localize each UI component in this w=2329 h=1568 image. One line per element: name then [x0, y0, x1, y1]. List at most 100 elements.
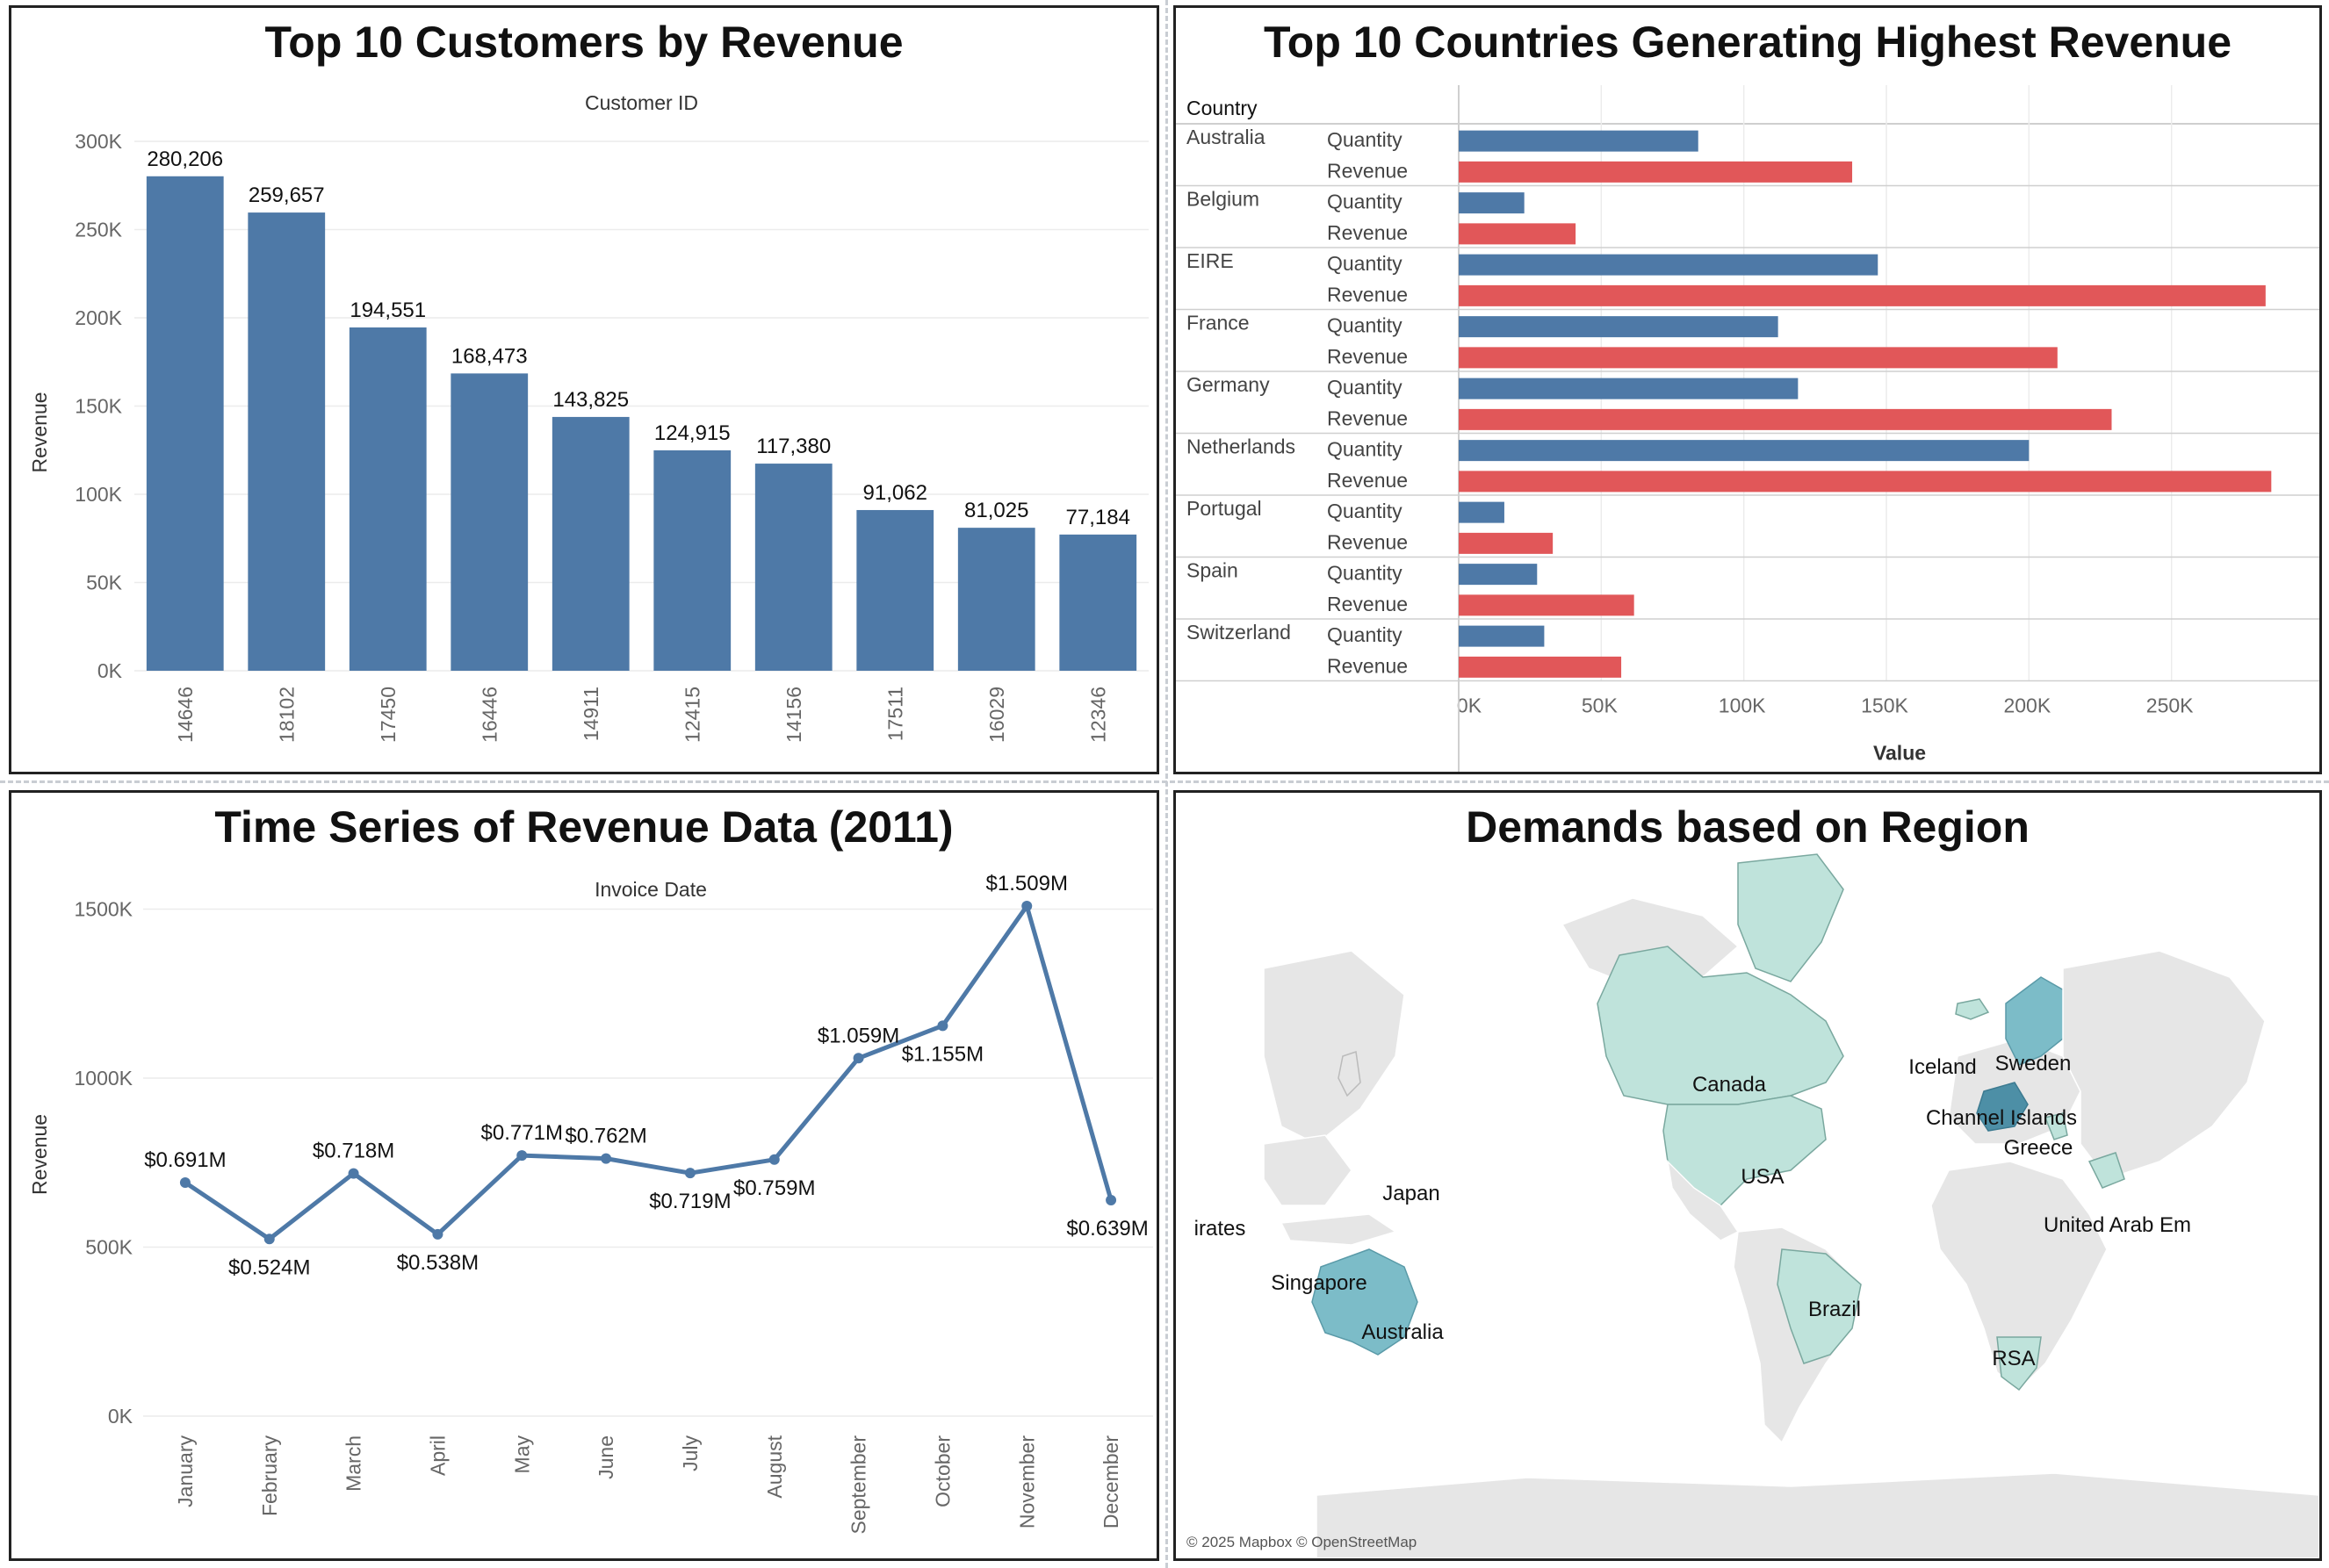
bar [552, 417, 630, 671]
data-label: 124,915 [654, 421, 731, 445]
data-label: $0.762M [565, 1125, 646, 1148]
x-tick-label: 14646 [174, 687, 197, 743]
data-label: $0.639M [1066, 1217, 1148, 1241]
series-label: Revenue [1327, 283, 1408, 306]
bar [1459, 255, 1878, 276]
category-label: Germany [1186, 373, 1270, 396]
series-label: Quantity [1327, 438, 1402, 461]
x-tick-label: 14156 [782, 687, 805, 743]
bar [350, 327, 427, 671]
x-tick-label: May [510, 1435, 533, 1474]
dashboard-divider-horizontal [0, 780, 2329, 783]
series-label: Quantity [1327, 191, 1402, 213]
data-label: 77,184 [1066, 506, 1130, 529]
series-label: Revenue [1327, 654, 1408, 677]
x-tick-label: 50K [1582, 694, 1619, 717]
bar [1459, 192, 1525, 213]
bar [1459, 316, 1778, 337]
bar [1459, 594, 1634, 615]
world-map[interactable]: Canada USA Japan irates Singapore Australia Br… [1176, 793, 2319, 1558]
revenue-time-series-panel: Time Series of Revenue Data (2011) Invoi… [9, 790, 1159, 1561]
x-tick-label: August [763, 1435, 786, 1498]
y-tick-label: 50K [86, 572, 123, 594]
series-label: Revenue [1327, 593, 1408, 615]
map-label: Singapore [1271, 1271, 1366, 1295]
bar [1459, 626, 1544, 647]
series-label: Revenue [1327, 406, 1408, 429]
y-tick-label: 100K [75, 483, 122, 506]
bar [653, 450, 731, 671]
category-label: Netherlands [1186, 435, 1295, 458]
series-label: Quantity [1327, 562, 1402, 585]
data-label: 117,380 [756, 435, 831, 458]
series-label: Quantity [1327, 376, 1402, 399]
region-map-panel: Demands based on Region Canada USA Japan ir… [1173, 790, 2322, 1561]
data-point [769, 1154, 780, 1165]
data-label: $1.059M [818, 1024, 899, 1047]
map-label: Channel Islands [1926, 1106, 2077, 1130]
series-label: Quantity [1327, 252, 1402, 275]
bar [1459, 131, 1698, 152]
data-label: 280,206 [147, 147, 223, 171]
x-tick-label: 16029 [985, 687, 1008, 743]
y-tick-label: 0K [97, 659, 123, 682]
category-label: Belgium [1186, 188, 1259, 211]
x-axis-title: Value [1873, 742, 1926, 765]
countries-bar-chart[interactable]: Country 0K 50K 100K 150K 200K 250K Value Austral… [1176, 8, 2319, 772]
category-label: Spain [1186, 559, 1238, 582]
x-tick-label: 18102 [275, 687, 298, 743]
land-antarctica [1316, 1473, 2319, 1558]
map-label: Canada [1692, 1073, 1767, 1097]
bar [147, 176, 224, 671]
customers-bar-chart[interactable]: Customer ID Revenue 0K 50K 100K 150K 200K 250K 3… [11, 8, 1157, 772]
bar [1459, 285, 2266, 306]
map-label: USA [1741, 1165, 1784, 1189]
y-tick-label: 1500K [74, 898, 133, 921]
bar [856, 510, 934, 671]
series-label: Revenue [1327, 159, 1408, 182]
series-label: Revenue [1327, 530, 1408, 553]
data-label: 143,825 [552, 388, 629, 412]
y-axis-title: Revenue [28, 392, 51, 472]
x-tick-label: December [1100, 1435, 1122, 1528]
row-header-label: Country [1186, 97, 1258, 119]
bar [1459, 162, 1852, 183]
x-axis-title: Invoice Date [595, 878, 707, 901]
bar [1459, 564, 1537, 585]
map-label: Greece [2004, 1136, 2073, 1160]
x-tick-label: 12415 [681, 687, 703, 743]
x-tick-label: 0K [1457, 694, 1482, 717]
revenue-line-chart[interactable]: Invoice Date Revenue 0K 500K 1000K 1500K $0.69… [11, 793, 1157, 1558]
data-label: 81,025 [964, 499, 1028, 522]
x-tick-label: July [679, 1435, 702, 1471]
bar [248, 212, 325, 671]
series-label: Revenue [1327, 221, 1408, 244]
series-label: Quantity [1327, 500, 1402, 522]
data-label: $0.719M [649, 1190, 731, 1213]
bar [958, 528, 1035, 671]
map-attribution: © 2025 Mapbox © OpenStreetMap [1186, 1534, 1417, 1551]
x-tick-label: January [174, 1435, 197, 1507]
customers-bar-chart-panel: Top 10 Customers by Revenue Customer ID R… [9, 5, 1159, 774]
data-point [601, 1154, 611, 1164]
bar [755, 464, 833, 671]
data-point [685, 1168, 696, 1178]
data-label: $0.538M [397, 1251, 479, 1275]
y-tick-label: 500K [85, 1236, 133, 1259]
category-label: Australia [1186, 126, 1265, 148]
bar [1459, 223, 1576, 244]
category-label: Portugal [1186, 497, 1262, 520]
data-label: $0.759M [733, 1176, 815, 1200]
x-tick-label: 200K [2003, 694, 2051, 717]
bar [1459, 378, 1798, 399]
x-tick-label: June [595, 1435, 617, 1479]
data-label: $1.509M [986, 872, 1068, 895]
data-point [937, 1020, 948, 1031]
data-point [264, 1234, 275, 1244]
category-label: EIRE [1186, 249, 1234, 272]
y-tick-label: 150K [75, 395, 122, 418]
data-label: 168,473 [451, 344, 528, 368]
map-label: United Arab Em [2044, 1213, 2191, 1237]
data-label: $0.718M [313, 1140, 394, 1163]
data-label: 194,551 [350, 298, 426, 322]
